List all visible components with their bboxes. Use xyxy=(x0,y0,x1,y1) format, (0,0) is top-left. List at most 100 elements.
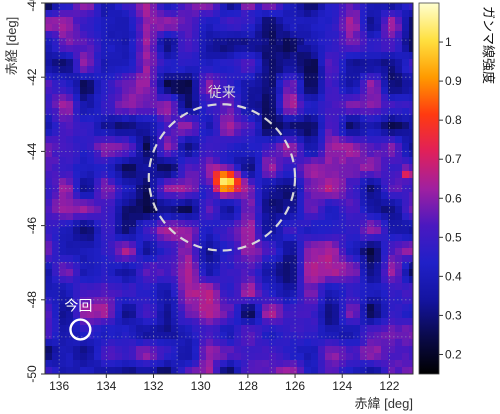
heatmap-cell xyxy=(164,45,172,53)
heatmap-cell xyxy=(45,283,53,291)
heatmap-cell xyxy=(94,115,102,123)
heatmap-cell xyxy=(360,185,368,193)
heatmap-cell xyxy=(374,80,382,88)
heatmap-cell xyxy=(381,45,389,53)
heatmap-cell xyxy=(80,31,88,39)
heatmap-cell xyxy=(129,290,137,298)
heatmap-cell xyxy=(374,276,382,284)
heatmap-cell xyxy=(59,24,67,32)
heatmap-cell xyxy=(80,101,88,109)
heatmap-cell xyxy=(220,353,228,361)
heatmap-cell xyxy=(381,59,389,67)
heatmap-cell xyxy=(353,367,361,375)
heatmap-cell xyxy=(150,31,158,39)
heatmap-cell xyxy=(213,87,221,95)
heatmap-cell xyxy=(59,283,67,291)
heatmap-cell xyxy=(346,234,354,242)
heatmap-cell xyxy=(374,234,382,242)
heatmap-cell xyxy=(402,101,410,109)
heatmap-cell xyxy=(178,269,186,277)
heatmap-cell xyxy=(108,199,116,207)
heatmap-cell xyxy=(297,234,305,242)
heatmap-cell xyxy=(143,171,151,179)
heatmap-cell xyxy=(213,171,221,179)
heatmap-cell xyxy=(402,87,410,95)
heatmap-cell xyxy=(52,122,60,130)
heatmap-cell xyxy=(318,129,326,137)
heatmap-cell xyxy=(395,101,403,109)
heatmap-cell xyxy=(157,143,165,151)
heatmap-cell xyxy=(269,108,277,116)
heatmap-cell xyxy=(227,241,235,249)
heatmap-cell xyxy=(52,206,60,214)
heatmap-cell xyxy=(304,332,312,340)
heatmap-cell xyxy=(59,227,67,235)
heatmap-cell xyxy=(192,276,200,284)
heatmap-cell xyxy=(297,332,305,340)
heatmap-cell xyxy=(283,199,291,207)
heatmap-cell xyxy=(220,108,228,116)
heatmap-cell xyxy=(388,178,396,186)
heatmap-cell xyxy=(199,3,207,11)
heatmap-cell xyxy=(136,367,144,375)
heatmap-cell xyxy=(262,3,270,11)
heatmap-cell xyxy=(353,52,361,60)
heatmap-cell xyxy=(241,297,249,305)
heatmap-cell xyxy=(409,199,414,207)
heatmap-cell xyxy=(388,311,396,319)
heatmap-cell xyxy=(178,178,186,186)
heatmap-cell xyxy=(199,192,207,200)
heatmap-cell xyxy=(269,122,277,130)
heatmap-cell xyxy=(220,136,228,144)
heatmap-cell xyxy=(66,241,74,249)
heatmap-cell xyxy=(360,94,368,102)
heatmap-cell xyxy=(136,311,144,319)
heatmap-cell xyxy=(192,248,200,256)
heatmap-cell xyxy=(325,234,333,242)
heatmap-cell xyxy=(59,115,67,123)
heatmap-cell xyxy=(115,129,123,137)
heatmap-cell xyxy=(108,45,116,53)
heatmap-cell xyxy=(325,297,333,305)
heatmap-cell xyxy=(318,24,326,32)
heatmap-cell xyxy=(318,255,326,263)
heatmap-cell xyxy=(45,31,53,39)
heatmap-cell xyxy=(234,45,242,53)
heatmap-cell xyxy=(311,87,319,95)
heatmap-cell xyxy=(367,360,375,368)
heatmap-cell xyxy=(339,80,347,88)
heatmap-cell xyxy=(290,346,298,354)
heatmap-cell xyxy=(108,185,116,193)
heatmap-cell xyxy=(129,276,137,284)
heatmap-cell xyxy=(241,304,249,312)
heatmap-cell xyxy=(374,227,382,235)
heatmap-cell xyxy=(262,248,270,256)
heatmap-cell xyxy=(59,234,67,242)
heatmap-cell xyxy=(171,227,179,235)
heatmap-cell xyxy=(45,276,53,284)
heatmap-cell xyxy=(276,73,284,81)
heatmap-cell xyxy=(269,136,277,144)
heatmap-cell xyxy=(227,164,235,172)
heatmap-cell xyxy=(220,276,228,284)
heatmap-cell xyxy=(213,332,221,340)
heatmap-cell xyxy=(346,178,354,186)
heatmap-cell xyxy=(213,304,221,312)
heatmap-cell xyxy=(262,283,270,291)
heatmap-cell xyxy=(199,213,207,221)
heatmap-cell xyxy=(325,94,333,102)
heatmap-cell xyxy=(80,171,88,179)
heatmap-cell xyxy=(262,353,270,361)
heatmap-cell xyxy=(122,101,130,109)
heatmap-cell xyxy=(325,325,333,333)
heatmap-cell xyxy=(332,360,340,368)
heatmap-cell xyxy=(276,318,284,326)
heatmap-cell xyxy=(150,122,158,130)
heatmap-cell xyxy=(136,332,144,340)
heatmap-cell xyxy=(150,59,158,67)
heatmap-cell xyxy=(297,115,305,123)
heatmap-cell xyxy=(129,150,137,158)
heatmap-cell xyxy=(290,248,298,256)
heatmap-cell xyxy=(129,94,137,102)
heatmap-cell xyxy=(409,297,414,305)
